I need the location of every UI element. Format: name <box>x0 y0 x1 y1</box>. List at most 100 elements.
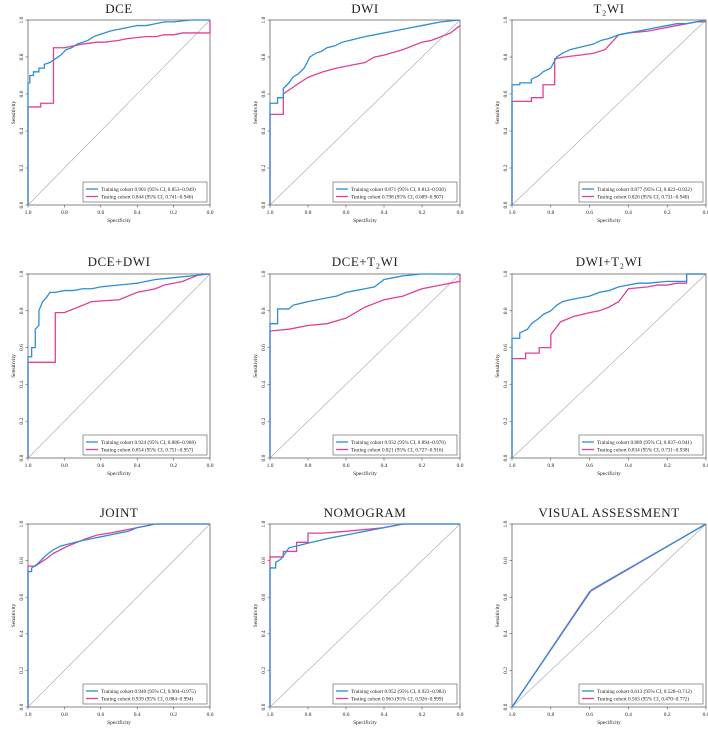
y-tick-label: 1.0 <box>19 16 25 23</box>
y-tick-label: 0.6 <box>19 594 25 601</box>
y-tick-label: 0.2 <box>261 418 267 425</box>
panel-title: JOINT <box>100 505 139 520</box>
legend-label-training: Training cohort 0.871 (95% CI, 0.812~0.9… <box>351 186 446 193</box>
legend-label-testing: Testing cohort 0.563 (95% CI, 0.470~0.77… <box>597 695 689 702</box>
chance-diagonal <box>28 524 210 707</box>
y-tick-label: 0.0 <box>261 703 267 710</box>
y-axis-label: Sensitivity <box>11 100 17 124</box>
y-tick-label: 0.0 <box>503 201 509 208</box>
x-tick-label: 1.0 <box>509 712 516 718</box>
x-tick-label: 0.4 <box>625 463 632 469</box>
legend: Training cohort 0.932 (95% CI, 0.894~0.9… <box>333 435 457 455</box>
x-axis-label: Specificity <box>597 470 621 477</box>
x-tick-label: 0.0 <box>207 210 214 216</box>
x-tick-label: 0.8 <box>61 463 68 469</box>
y-tick-label: 0.0 <box>19 454 25 461</box>
panel-title: DCE+DWI <box>88 254 151 269</box>
chance-diagonal <box>512 20 706 205</box>
x-tick-label: 0.4 <box>134 210 141 216</box>
legend-label-training: Training cohort 0.613 (95% CI, 0.528~0.7… <box>597 688 692 695</box>
x-tick-label: 0.6 <box>586 712 593 718</box>
x-tick-label: 1.0 <box>267 463 274 469</box>
roc-curve-testing <box>270 26 460 205</box>
y-tick-label: 0.6 <box>503 90 509 97</box>
legend: Training cohort 0.952 (95% CI, 0.922~0.9… <box>333 684 457 704</box>
y-axis-label: Sensitivity <box>253 354 259 378</box>
x-tick-label: 0.8 <box>61 210 68 216</box>
x-tick-label: 1.0 <box>25 210 32 216</box>
x-tick-label: 0.4 <box>625 712 632 718</box>
legend-label-training: Training cohort 0.924 (95% CI, 0.880~0.9… <box>101 439 196 446</box>
y-tick-label: 0.8 <box>503 557 509 564</box>
y-tick-label: 0.8 <box>261 53 267 60</box>
y-tick-label: 0.0 <box>19 201 25 208</box>
legend-label-training: Training cohort 0.889 (95% CI, 0.837~0.9… <box>597 439 692 446</box>
x-tick-label: 0.6 <box>97 463 104 469</box>
x-tick-label: 0.4 <box>381 712 388 718</box>
y-tick-label: 0.8 <box>261 307 267 314</box>
x-tick-label: 0.2 <box>419 210 426 216</box>
x-tick-label: 0.0 <box>457 712 464 718</box>
x-axis-label: Specificity <box>597 719 621 726</box>
roc-panel-4: DCE+T₂WI1.0 0.8 0.6 0.4 0.2 0.01.00.80.60.40.… <box>253 254 464 477</box>
y-tick-label: 0.4 <box>19 381 25 388</box>
x-tick-label: 1.0 <box>509 210 516 216</box>
y-tick-label: 0.2 <box>19 667 25 674</box>
legend-label-testing: Testing cohort 0.826 (95% CI, 0.731~0.94… <box>597 193 689 200</box>
y-tick-label: 0.6 <box>503 344 509 351</box>
y-tick-label: 1.0 <box>261 16 267 23</box>
x-tick-label: 0.4 <box>625 210 632 216</box>
x-tick-label: 0.4 <box>134 463 141 469</box>
x-tick-label: 0.2 <box>664 463 671 469</box>
x-tick-label: 1.0 <box>267 210 274 216</box>
y-tick-label: 1.0 <box>503 270 509 277</box>
y-tick-label: 1.0 <box>503 520 509 527</box>
y-axis-label: Sensitivity <box>11 603 17 627</box>
y-tick-label: 0.6 <box>19 90 25 97</box>
chance-diagonal <box>512 274 706 458</box>
x-tick-label: 1.0 <box>25 712 32 718</box>
roc-panel-3: DCE+DWI1.0 0.8 0.6 0.4 0.2 0.01.00.80.60.40.2… <box>11 254 214 477</box>
y-tick-label: 0.4 <box>261 127 267 134</box>
y-tick-label: 0.6 <box>261 344 267 351</box>
roc-panel-8: VISUAL ASSESSMENT1.00.80.60.40.20.01.00.… <box>495 505 708 726</box>
x-tick-label: 0.4 <box>381 210 388 216</box>
x-tick-label: 0.2 <box>170 210 177 216</box>
x-tick-label: 0.2 <box>419 463 426 469</box>
x-tick-label: 0.0 <box>457 463 464 469</box>
x-tick-label: 0.8 <box>547 210 554 216</box>
legend-label-testing: Testing cohort 0.821 (95% CI, 0.727~0.91… <box>351 446 443 453</box>
x-axis-label: Specificity <box>353 470 377 477</box>
roc-panel-1: DWI1.0 0.8 0.6 0.4 0.2 0.01.00.80.60.40.20.0S… <box>253 1 464 224</box>
x-tick-label: 0.4 <box>381 463 388 469</box>
y-axis-label: Sensitivity <box>253 603 259 627</box>
x-tick-label: 0.0 <box>703 712 708 718</box>
y-tick-label: 1.0 <box>503 16 509 23</box>
legend: Training cohort 0.871 (95% CI, 0.812~0.9… <box>333 182 457 202</box>
y-tick-label: 0.2 <box>261 164 267 171</box>
legend-label-training: Training cohort 0.940 (95% CI, 0.904~0.9… <box>101 688 196 695</box>
x-tick-label: 1.0 <box>267 712 274 718</box>
y-tick-label: 1.0 <box>19 520 25 527</box>
y-axis-label: Sensitivity <box>495 354 501 378</box>
chance-diagonal <box>270 274 460 458</box>
x-tick-label: 0.0 <box>207 463 214 469</box>
y-tick-label: 0.8 <box>261 557 267 564</box>
y-tick-label: 0.8 <box>503 307 509 314</box>
y-tick-label: 0.4 <box>261 630 267 637</box>
panel-title: DWI+T₂WI <box>576 254 642 269</box>
panel-title: DCE+T₂WI <box>332 254 398 269</box>
chance-diagonal <box>512 524 706 707</box>
y-axis-label: Sensitivity <box>495 603 501 627</box>
x-tick-label: 0.8 <box>305 463 312 469</box>
y-tick-label: 0.4 <box>19 630 25 637</box>
x-tick-label: 0.8 <box>547 463 554 469</box>
x-tick-label: 0.8 <box>305 210 312 216</box>
x-tick-label: 0.2 <box>170 463 177 469</box>
legend-label-testing: Testing cohort 0.798 (95% CI, 0.689~0.90… <box>351 193 443 200</box>
y-tick-label: 0.8 <box>19 53 25 60</box>
x-tick-label: 0.0 <box>703 463 708 469</box>
y-tick-label: 0.2 <box>503 164 509 171</box>
legend: Training cohort 0.924 (95% CI, 0.880~0.9… <box>83 435 207 455</box>
